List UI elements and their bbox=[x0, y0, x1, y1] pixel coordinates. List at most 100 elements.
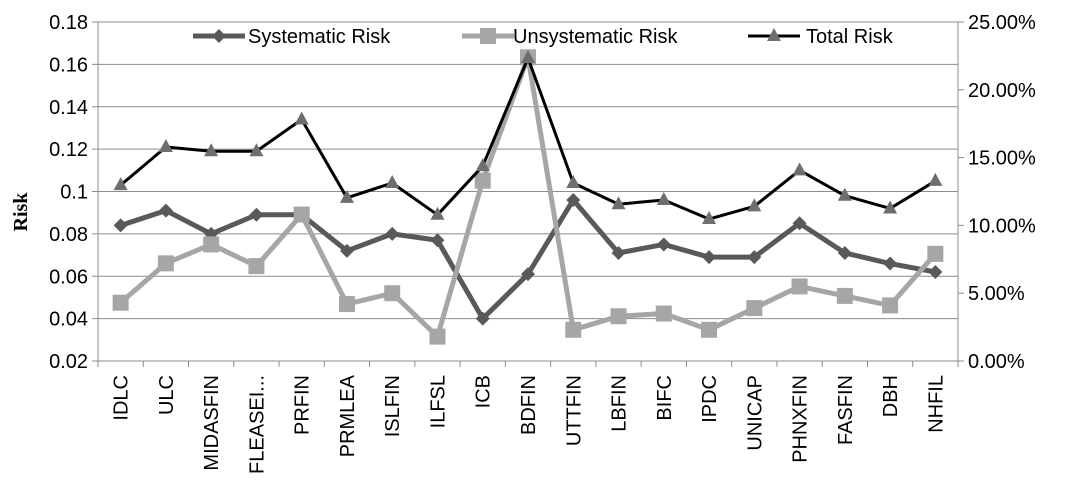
data-point-diamond bbox=[883, 256, 898, 271]
x-tick-label: BIFC bbox=[654, 375, 676, 421]
series-line bbox=[119, 56, 937, 221]
data-point-diamond bbox=[702, 250, 717, 265]
data-point-square bbox=[203, 236, 220, 253]
data-point-triangle bbox=[475, 158, 490, 172]
right-axis-ticks: 0.00% 5.00% 10.00% 15.00% 20.00% 25.00% bbox=[958, 12, 1036, 373]
data-point-diamond bbox=[792, 216, 807, 231]
legend-item: Unsystematic Risk bbox=[462, 26, 678, 48]
y-tick-label-right: 10.00% bbox=[968, 215, 1036, 237]
left-axis-ticks: 0.02 0.04 0.06 0.08 0.1 0.12 0.14 0.16 0.18 bbox=[49, 12, 98, 373]
data-point-diamond bbox=[430, 233, 445, 248]
y-tick-label-left: 0.18 bbox=[49, 12, 88, 34]
data-point-triangle bbox=[158, 139, 173, 153]
series-unsystematic-risk bbox=[112, 49, 944, 345]
data-point-square bbox=[293, 206, 310, 223]
data-point-triangle bbox=[204, 143, 219, 157]
y-tick-label-left: 0.06 bbox=[49, 266, 88, 288]
data-point-triangle bbox=[385, 175, 400, 189]
x-tick-label: ISLFIN bbox=[382, 375, 404, 437]
data-point-square bbox=[746, 300, 763, 317]
data-point-diamond bbox=[113, 218, 128, 233]
data-point-diamond bbox=[611, 245, 626, 260]
data-point-square bbox=[610, 308, 627, 325]
grid-lines bbox=[98, 21, 958, 320]
data-point-triangle bbox=[430, 206, 445, 220]
x-tick-label: ICB bbox=[473, 375, 495, 408]
legend-label: Systematic Risk bbox=[248, 26, 391, 48]
data-point-square bbox=[927, 245, 944, 262]
axes bbox=[97, 22, 959, 367]
data-point-square bbox=[791, 278, 808, 295]
data-point-diamond bbox=[747, 250, 762, 265]
data-point-diamond bbox=[475, 311, 490, 326]
data-point-triangle bbox=[928, 172, 943, 186]
data-point-square bbox=[248, 258, 265, 275]
data-point-triangle bbox=[611, 196, 626, 210]
data-point-square bbox=[480, 28, 496, 44]
data-point-triangle bbox=[113, 177, 128, 191]
y-tick-label-right: 0.00% bbox=[968, 351, 1025, 373]
data-point-diamond bbox=[249, 207, 264, 222]
x-tick-label: PRFIN bbox=[292, 375, 314, 435]
data-point-triangle bbox=[294, 111, 309, 125]
data-point-diamond bbox=[566, 192, 581, 207]
series-systematic-risk bbox=[113, 192, 943, 326]
y-tick-label-right: 20.00% bbox=[968, 80, 1036, 102]
data-point-square bbox=[836, 287, 853, 304]
y-tick-label-left: 0.08 bbox=[49, 224, 88, 246]
x-tick-label: ULC bbox=[156, 375, 178, 415]
data-point-square bbox=[338, 296, 355, 313]
y-tick-label-left: 0.1 bbox=[60, 182, 88, 204]
data-point-square bbox=[429, 328, 446, 345]
category-labels: IDLC ULC MIDASFIN FLEASEI... PRFIN PRMLEA ISLF… bbox=[111, 374, 948, 474]
x-tick-label: PRMLEA bbox=[337, 374, 359, 457]
series-line bbox=[118, 54, 938, 340]
data-point-square bbox=[112, 294, 129, 311]
data-point-triangle bbox=[339, 189, 354, 203]
x-tick-label: ILFSL bbox=[427, 375, 449, 428]
data-point-triangle bbox=[837, 187, 852, 201]
data-point-diamond bbox=[385, 226, 400, 241]
y-tick-label-right: 25.00% bbox=[968, 12, 1036, 34]
data-point-square bbox=[882, 297, 899, 314]
data-point-triangle bbox=[656, 191, 671, 205]
y-tick-label-left: 0.12 bbox=[49, 139, 88, 161]
x-tick-label: UTTFIN bbox=[563, 375, 585, 446]
data-point-square bbox=[157, 255, 174, 272]
series-total-risk bbox=[113, 50, 943, 225]
data-point-square bbox=[384, 285, 401, 302]
data-point-triangle bbox=[792, 162, 807, 176]
legend-item: Systematic Risk bbox=[193, 26, 391, 48]
data-point-diamond bbox=[339, 243, 354, 258]
legend-label: Total Risk bbox=[806, 26, 894, 48]
legend-label: Unsystematic Risk bbox=[513, 26, 678, 48]
x-tick-label: LBFIN bbox=[609, 375, 631, 432]
y-tick-label-left: 0.02 bbox=[49, 351, 88, 373]
data-point-diamond bbox=[521, 267, 535, 282]
data-point-triangle bbox=[883, 200, 898, 214]
x-tick-label: FLEASEI... bbox=[246, 375, 268, 474]
y-tick-label-left: 0.14 bbox=[49, 97, 88, 119]
x-tick-label: IPDC bbox=[699, 375, 721, 423]
x-tick-label: UNICAP bbox=[744, 375, 766, 451]
x-tick-label: IDLC bbox=[111, 375, 133, 421]
data-point-triangle bbox=[521, 50, 535, 64]
data-point-diamond bbox=[656, 237, 671, 252]
y-tick-label-right: 5.00% bbox=[968, 283, 1025, 305]
data-point-diamond bbox=[928, 265, 943, 280]
y-tick-label-left: 0.04 bbox=[49, 309, 88, 331]
x-tick-label: DBH bbox=[880, 375, 902, 417]
series-layer bbox=[112, 49, 944, 345]
data-point-square bbox=[701, 321, 718, 338]
x-tick-label: FASFIN bbox=[835, 375, 857, 445]
x-tick-label: PHNXFIN bbox=[790, 375, 812, 463]
data-point-triangle bbox=[249, 143, 264, 157]
data-point-square bbox=[474, 172, 491, 189]
data-point-triangle bbox=[702, 211, 717, 225]
data-point-diamond bbox=[837, 245, 852, 260]
x-tick-label: MIDASFIN bbox=[201, 375, 223, 471]
legend-item: Total Risk bbox=[748, 26, 894, 48]
x-tick-label: BDFIN bbox=[518, 375, 540, 435]
y-axis-label: Risk bbox=[10, 192, 32, 232]
